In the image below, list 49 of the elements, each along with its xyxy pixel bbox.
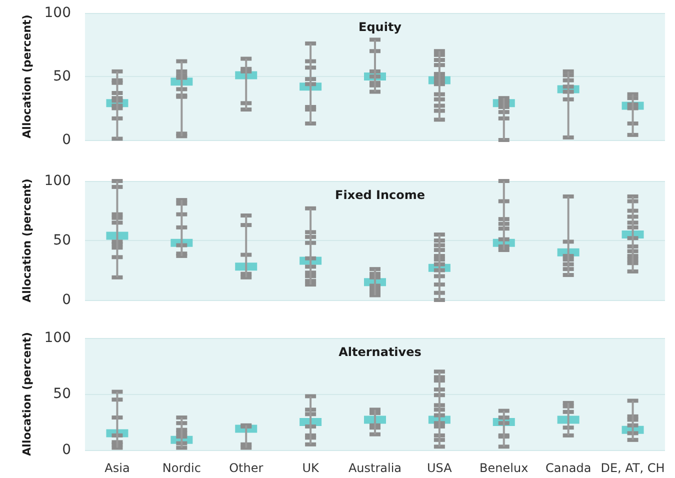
x-tick-label: Benelux: [480, 461, 528, 475]
x-tick-label: Nordic: [162, 461, 201, 475]
y-tick-label: 100: [44, 173, 71, 189]
bar: [632, 94, 634, 135]
bar: [438, 234, 440, 300]
bar: [180, 61, 183, 136]
bar: [310, 43, 312, 124]
bar: [438, 372, 440, 447]
x-tick-label: Canada: [545, 461, 592, 475]
bar: [116, 71, 118, 139]
bar: [567, 402, 570, 436]
y-axis-title: Allocation (percent): [20, 14, 34, 138]
y-tick-label: 50: [53, 232, 71, 248]
y-axis-title: Allocation (percent): [20, 332, 34, 456]
y-axis-title: Allocation (percent): [20, 178, 34, 302]
x-tick-label: Other: [229, 461, 264, 475]
bar: [502, 181, 505, 250]
y-tick-label: 50: [53, 386, 71, 402]
bar: [632, 400, 634, 440]
bar: [245, 216, 248, 278]
text: Equity: [358, 20, 402, 34]
x-tick-label: UK: [302, 461, 320, 475]
bar: [116, 181, 118, 278]
bar: [310, 208, 312, 285]
y-tick-label: 0: [62, 292, 71, 308]
bar: [245, 58, 248, 110]
x-tick-label: Asia: [104, 461, 130, 475]
bar: [502, 410, 505, 447]
text: Fixed Income: [335, 188, 425, 202]
bar: [567, 196, 570, 276]
y-tick-label: 100: [44, 5, 71, 21]
bar: [632, 196, 634, 272]
bar: [180, 200, 183, 256]
bar: [502, 98, 505, 140]
bar: [116, 392, 118, 448]
bar: [438, 51, 440, 120]
bar: [374, 40, 376, 92]
text: Alternatives: [338, 345, 422, 359]
bar: [567, 71, 570, 138]
bar: [374, 410, 376, 434]
y-tick-label: 0: [62, 132, 71, 148]
x-tick-label: DE, AT, CH: [600, 461, 665, 475]
y-tick-label: 50: [53, 68, 71, 84]
x-tick-label: Australia: [348, 461, 402, 475]
y-tick-label: 100: [44, 330, 71, 346]
bar: [245, 425, 248, 448]
y-tick-label: 0: [62, 442, 71, 458]
bar: [310, 396, 312, 444]
x-tick-label: USA: [427, 461, 453, 475]
